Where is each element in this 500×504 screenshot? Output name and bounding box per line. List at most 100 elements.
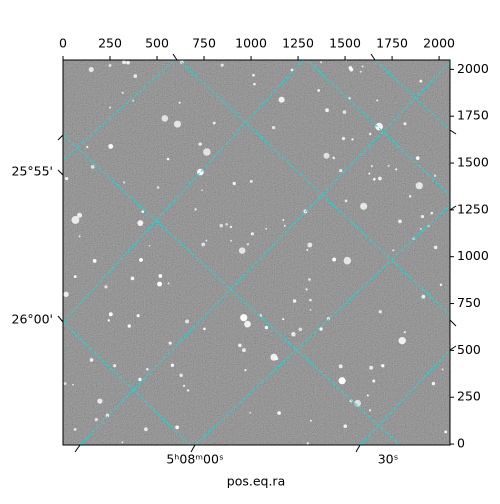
star <box>253 82 256 86</box>
star <box>395 168 398 171</box>
star <box>157 281 163 287</box>
star <box>403 122 407 126</box>
grid-line <box>63 134 401 445</box>
star <box>166 157 170 161</box>
star <box>107 319 110 322</box>
star <box>308 278 311 281</box>
star <box>378 176 382 181</box>
star <box>270 353 278 361</box>
y-tick-label: 1750 <box>457 108 489 123</box>
star <box>219 223 224 228</box>
star <box>126 60 130 65</box>
star <box>137 220 144 226</box>
star <box>343 424 348 429</box>
star <box>144 427 148 432</box>
star <box>398 219 402 224</box>
world-tick <box>449 345 457 351</box>
star <box>244 320 251 328</box>
star <box>319 327 323 331</box>
x-tick-label: 750 <box>192 36 216 51</box>
world-tick <box>370 53 376 61</box>
star <box>298 327 303 332</box>
y-tick-label: 1250 <box>457 201 489 216</box>
star <box>366 394 369 397</box>
world-tick <box>57 315 64 323</box>
world-tick <box>449 129 457 135</box>
star <box>272 125 276 130</box>
star <box>88 66 94 73</box>
star <box>291 332 296 337</box>
star <box>109 106 112 109</box>
world-tick <box>74 444 81 453</box>
star <box>76 212 83 218</box>
star <box>130 276 135 281</box>
star <box>282 318 285 321</box>
star <box>241 348 246 353</box>
x-tick-label: 1250 <box>282 36 314 51</box>
coordinate-grid <box>63 60 450 445</box>
star <box>359 70 362 73</box>
star <box>104 285 108 289</box>
star <box>338 364 343 369</box>
star <box>372 379 376 383</box>
star <box>246 243 250 246</box>
star <box>370 165 373 168</box>
star <box>97 398 103 404</box>
star <box>168 341 172 345</box>
star <box>369 365 374 370</box>
world-tick <box>449 205 457 211</box>
star <box>105 413 110 418</box>
dec-tick-label: 26°00' <box>12 312 54 327</box>
grid-line <box>63 60 176 161</box>
star <box>63 382 67 385</box>
star <box>225 223 228 226</box>
star <box>349 399 353 403</box>
star <box>320 61 323 64</box>
star <box>360 202 368 210</box>
star <box>344 199 348 203</box>
star <box>341 136 346 141</box>
star <box>122 60 126 65</box>
star <box>123 181 126 184</box>
star <box>201 242 206 247</box>
star <box>323 152 330 159</box>
star <box>392 249 395 252</box>
star <box>419 79 423 83</box>
x-axis-label: pos.eq.ra <box>227 474 285 489</box>
world-tick <box>57 134 64 141</box>
star <box>431 381 436 386</box>
star <box>290 68 294 72</box>
y-tick-label: 2000 <box>457 61 489 76</box>
star <box>415 182 423 190</box>
ra-tick-label: 5ʰ08ᵐ00ˢ <box>166 452 223 467</box>
star <box>141 210 145 214</box>
star <box>136 314 140 318</box>
y-tick-label: 1000 <box>457 248 489 263</box>
star <box>433 174 437 177</box>
star <box>133 74 138 79</box>
star <box>307 242 313 248</box>
star <box>175 425 179 430</box>
star <box>368 409 372 412</box>
star <box>369 132 372 136</box>
x-tick-label: 2000 <box>423 36 455 51</box>
world-tick <box>172 53 178 61</box>
star <box>132 99 135 102</box>
ra-tick-label: 30ˢ <box>378 452 399 467</box>
star <box>127 324 131 328</box>
star <box>203 148 211 156</box>
star <box>317 89 321 92</box>
image-noise <box>63 60 450 445</box>
grid-line <box>79 61 450 445</box>
stars <box>63 60 448 445</box>
star <box>89 358 94 362</box>
star <box>441 368 444 371</box>
star <box>306 442 309 445</box>
star <box>332 257 337 262</box>
star <box>375 122 383 131</box>
star <box>398 337 406 345</box>
star <box>179 373 183 377</box>
x-tick-label: 1750 <box>376 36 408 51</box>
y-tick-label: 750 <box>457 295 481 310</box>
star <box>161 115 169 122</box>
